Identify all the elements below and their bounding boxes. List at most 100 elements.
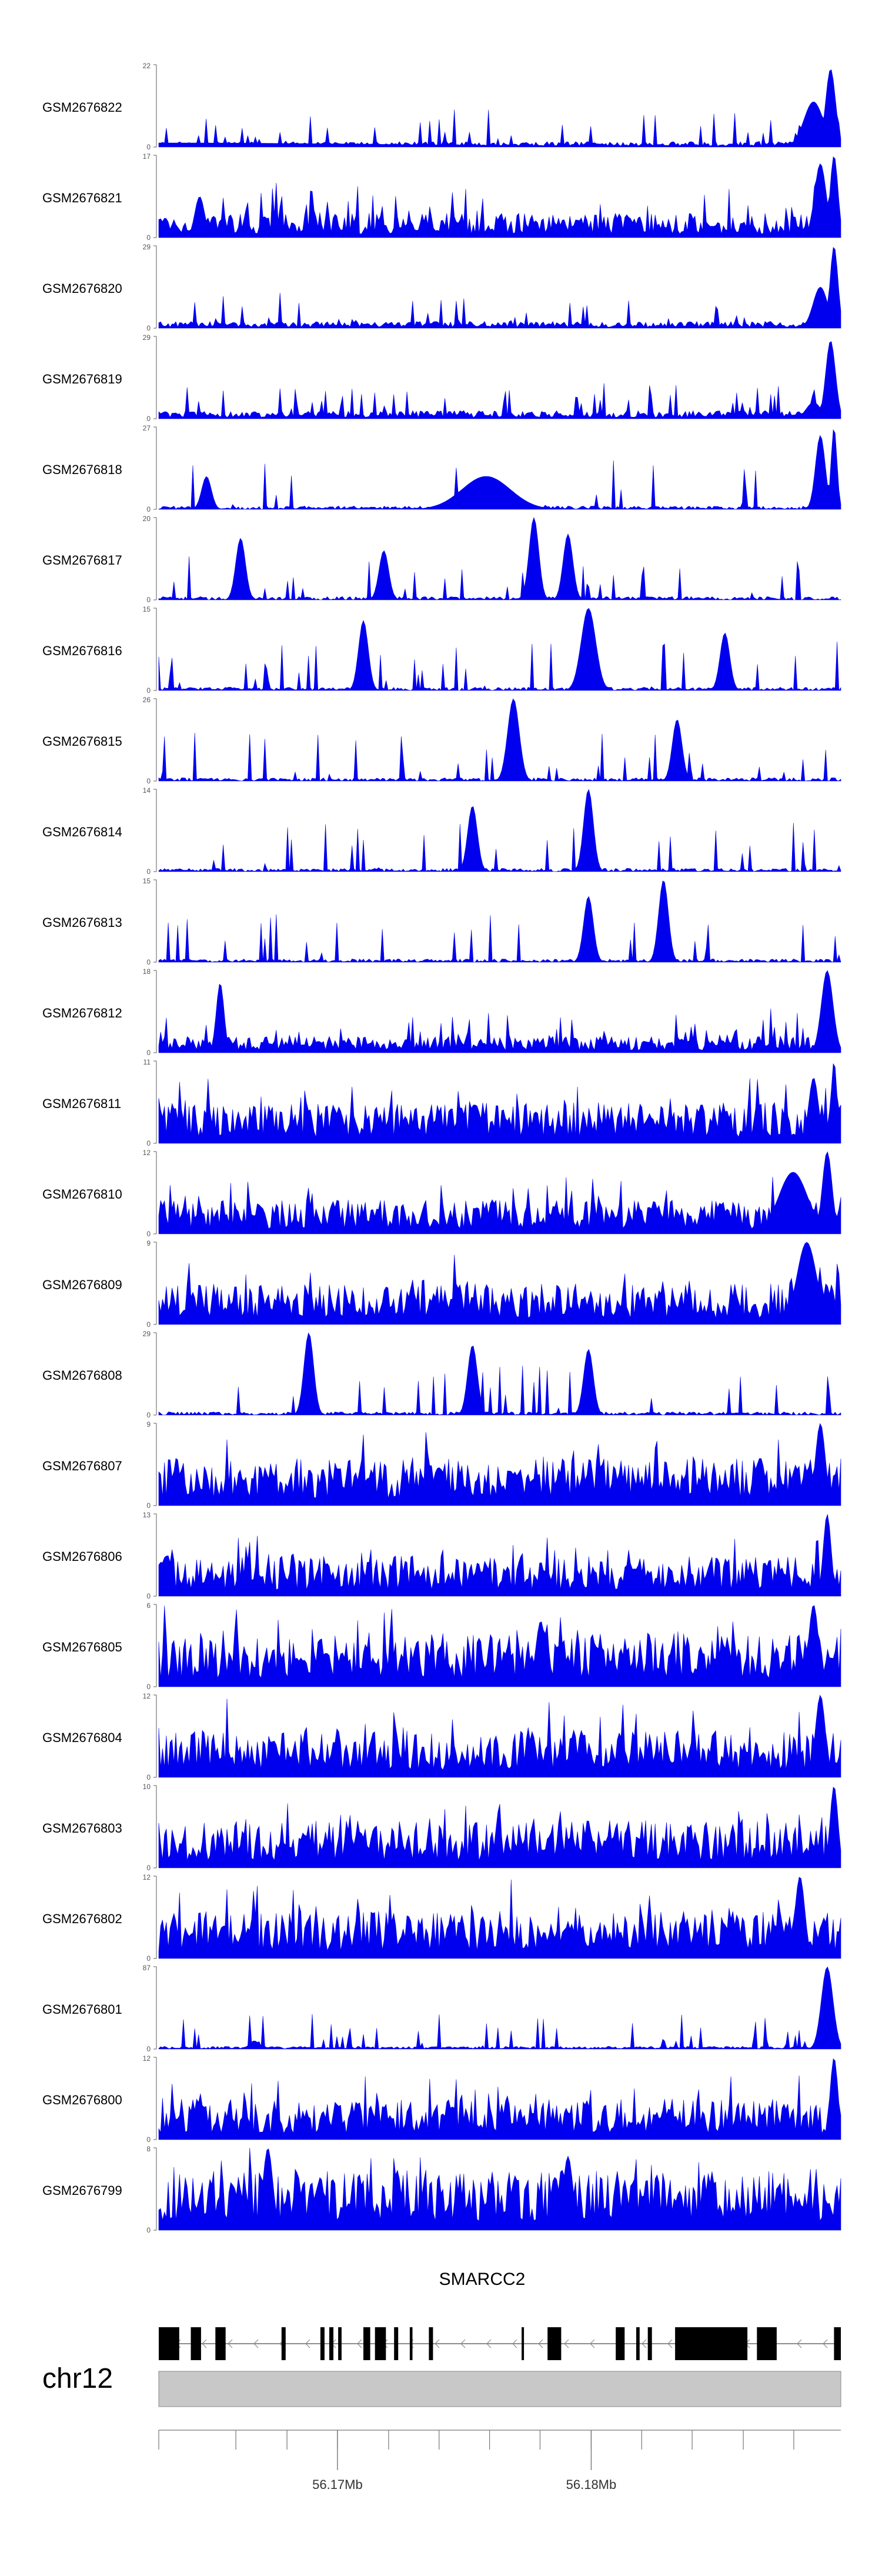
coverage-area xyxy=(158,2147,841,2231)
y-axis-min-label: 0 xyxy=(146,505,151,513)
chromosome-band xyxy=(158,2371,841,2407)
strand-arrow xyxy=(357,2339,362,2348)
strand-arrow xyxy=(590,2339,595,2348)
y-axis-max-label: 8 xyxy=(146,2145,151,2153)
track-GSM2676803: GSM2676803 10 0 xyxy=(42,1783,841,1872)
coverage-area xyxy=(158,970,841,1053)
track-GSM2676819: GSM2676819 29 0 xyxy=(42,333,841,423)
track-label: GSM2676809 xyxy=(42,1277,122,1292)
y-axis-max-label: 10 xyxy=(143,1783,151,1791)
track-label: GSM2676811 xyxy=(42,1096,121,1111)
y-axis-min-label: 0 xyxy=(146,2135,151,2144)
track-label: GSM2676812 xyxy=(42,1006,122,1020)
coverage-area xyxy=(158,880,841,963)
track-GSM2676813: GSM2676813 15 0 xyxy=(42,877,841,966)
exon xyxy=(522,2327,524,2360)
y-axis-max-label: 29 xyxy=(143,243,151,251)
y-axis-max-label: 6 xyxy=(146,1601,151,1610)
coverage-area xyxy=(158,69,841,148)
coverage-area xyxy=(158,1966,841,2050)
y-axis-min-label: 0 xyxy=(146,1773,151,1781)
y-axis-min-label: 0 xyxy=(146,867,151,876)
track-GSM2676808: GSM2676808 29 0 xyxy=(42,1330,841,1419)
track-GSM2676821: GSM2676821 17 0 xyxy=(42,152,841,242)
exon xyxy=(409,2327,413,2360)
y-axis-min-label: 0 xyxy=(146,1411,151,1419)
exon xyxy=(320,2327,325,2360)
coverage-area xyxy=(158,1063,841,1144)
exon xyxy=(338,2327,342,2360)
track-GSM2676816: GSM2676816 15 0 xyxy=(42,605,841,695)
y-axis-min-label: 0 xyxy=(146,1139,151,1147)
gene-name-label: SMARCC2 xyxy=(439,2270,526,2289)
y-axis-min-label: 0 xyxy=(146,958,151,966)
track-GSM2676814: GSM2676814 14 0 xyxy=(42,786,841,876)
track-label: GSM2676807 xyxy=(42,1459,122,1473)
gene-track: SMARCC2 xyxy=(159,2270,841,2360)
exon xyxy=(675,2327,748,2360)
y-axis-min-label: 0 xyxy=(146,1320,151,1329)
axis-tick-label: 56.18Mb xyxy=(566,2477,617,2492)
coverage-area xyxy=(158,1787,841,1868)
track-GSM2676812: GSM2676812 18 0 xyxy=(42,967,841,1057)
strand-arrow xyxy=(460,2339,466,2348)
strand-arrow xyxy=(642,2339,647,2348)
strand-arrow xyxy=(202,2339,207,2348)
exon xyxy=(616,2327,625,2360)
strand-arrow xyxy=(823,2339,828,2348)
track-GSM2676818: GSM2676818 27 0 xyxy=(42,424,841,513)
chromosome-label: chr12 xyxy=(42,2363,113,2394)
track-GSM2676820: GSM2676820 29 0 xyxy=(42,243,841,332)
y-axis-max-label: 20 xyxy=(143,515,151,523)
y-axis-min-label: 0 xyxy=(146,1501,151,1510)
y-axis-max-label: 14 xyxy=(143,786,151,795)
track-GSM2676804: GSM2676804 12 0 xyxy=(42,1692,841,1781)
coverage-area xyxy=(158,247,841,329)
track-GSM2676801: GSM2676801 87 0 xyxy=(42,1964,841,2053)
y-axis-max-label: 12 xyxy=(143,1873,151,1881)
coverage-area xyxy=(158,1877,841,1959)
y-axis-max-label: 11 xyxy=(143,1058,151,1066)
track-GSM2676800: GSM2676800 12 0 xyxy=(42,2054,841,2144)
track-label: GSM2676799 xyxy=(42,2183,122,2198)
track-label: GSM2676801 xyxy=(42,2002,122,2017)
data-tracks: GSM2676822220GSM2676821170GSM2676820290G… xyxy=(42,62,841,2234)
y-axis-min-label: 0 xyxy=(146,1954,151,1963)
exon xyxy=(636,2327,640,2360)
y-axis-min-label: 0 xyxy=(146,1592,151,1600)
coverage-area xyxy=(158,429,841,510)
track-label: GSM2676804 xyxy=(42,1730,122,1745)
coverage-area xyxy=(158,1423,841,1506)
exon xyxy=(281,2327,286,2360)
exon xyxy=(329,2327,333,2360)
track-label: GSM2676803 xyxy=(42,1821,122,1836)
track-label: GSM2676805 xyxy=(42,1640,122,1654)
coverage-area xyxy=(158,1694,841,1778)
coverage-area xyxy=(158,1332,841,1416)
ideogram-track: chr12 xyxy=(42,2363,841,2407)
y-axis-min-label: 0 xyxy=(146,324,151,332)
strand-arrow xyxy=(435,2339,440,2348)
strand-arrow xyxy=(667,2339,673,2348)
y-axis-max-label: 13 xyxy=(143,1511,151,1519)
track-label: GSM2676802 xyxy=(42,1911,122,1926)
track-label: GSM2676819 xyxy=(42,372,122,386)
y-axis-max-label: 15 xyxy=(143,605,151,613)
y-axis-max-label: 17 xyxy=(143,152,151,161)
track-GSM2676822: GSM2676822 22 0 xyxy=(42,62,841,151)
track-GSM2676805: GSM2676805 6 0 xyxy=(42,1601,841,1691)
exon xyxy=(159,2327,179,2360)
y-axis-min-label: 0 xyxy=(146,777,151,785)
track-label: GSM2676816 xyxy=(42,643,122,658)
track-GSM2676807: GSM2676807 9 0 xyxy=(42,1420,841,1510)
coverage-area xyxy=(158,1605,841,1687)
coverage-area xyxy=(158,516,841,600)
track-GSM2676809: GSM2676809 9 0 xyxy=(42,1239,841,1329)
exon xyxy=(191,2327,201,2360)
y-axis-min-label: 0 xyxy=(146,415,151,423)
coverage-area xyxy=(158,789,841,872)
coverage-area xyxy=(158,156,841,238)
exon xyxy=(547,2327,562,2360)
strand-arrow xyxy=(538,2339,543,2348)
